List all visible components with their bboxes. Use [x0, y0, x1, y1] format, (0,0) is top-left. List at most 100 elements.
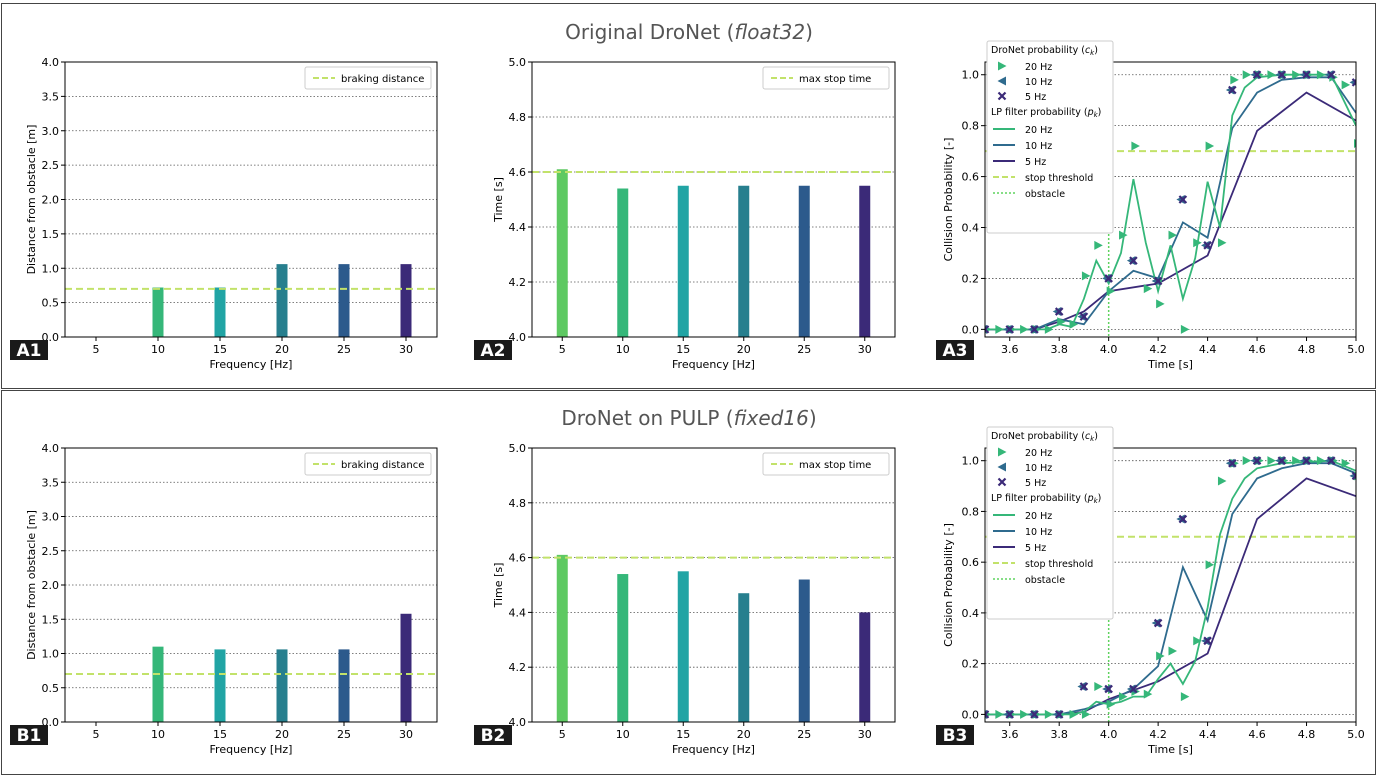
legend-title-symbol: c [1085, 45, 1091, 56]
lp-line-20hz [985, 459, 1356, 716]
legend-title-close: ) [1094, 431, 1098, 442]
x-tick-label: 3.8 [1050, 728, 1068, 741]
point-20hz [1168, 230, 1177, 240]
point-5hz [1277, 70, 1287, 80]
point-5hz [1203, 636, 1212, 646]
y-axis-label: Distance from obstacle [m] [25, 125, 38, 275]
x-axis-label: Time [s] [1147, 743, 1193, 756]
x-tick-label: 15 [213, 343, 227, 356]
x-tick-label: 25 [337, 343, 351, 356]
point-10hz [1201, 240, 1210, 250]
panel-tag-label: A3 [943, 341, 968, 361]
point-20hz [1230, 75, 1239, 85]
legend-title-text: DroNet probability ( [991, 45, 1085, 56]
point-10hz [1275, 456, 1284, 466]
point-5hz [1054, 307, 1064, 316]
point-20hz [1081, 709, 1091, 719]
x-tick-label: 15 [676, 343, 690, 356]
x-tick-label: 10 [616, 728, 630, 741]
x-tick-label: 4.8 [1298, 728, 1316, 741]
y-tick-label: 4.4 [509, 221, 527, 234]
legend-title-close: ) [1094, 45, 1098, 56]
x-tick-label: 30 [399, 343, 413, 356]
bar [798, 579, 810, 722]
point-10hz [1176, 514, 1185, 524]
point-5hz [1054, 710, 1064, 719]
x-tick-label: 20 [737, 343, 751, 356]
legend-title-subscript: k [1090, 435, 1095, 443]
legend-label: braking distance [341, 460, 424, 471]
point-10hz [1102, 684, 1111, 694]
point-5hz [1277, 456, 1287, 465]
point-10hz [1176, 195, 1185, 204]
legend-box [762, 452, 890, 476]
y-tick-label: 5.0 [509, 442, 527, 455]
point-10hz [1102, 273, 1111, 283]
legend: max stop time [762, 452, 890, 476]
bar-panel: 4.0 4.2 4.4 4.6 4.8 5.0 5 10 15 20 25 30 Frequency [… [492, 56, 896, 371]
bar [338, 264, 350, 337]
point-5hz [1252, 456, 1262, 465]
legend-box [986, 426, 1114, 620]
legend: braking distance [304, 66, 432, 90]
legend-title-symbol: p [1087, 107, 1094, 118]
bar [738, 593, 750, 722]
y-tick-label: 2.0 [42, 194, 60, 207]
lp-line-10hz [985, 76, 1356, 331]
bar-panel: 0.00.51.01.52.02.53.03.54.05 10 15 20 25 30Fr… [25, 56, 438, 371]
legend-title-close: ) [1098, 493, 1102, 504]
point-20hz [1180, 324, 1190, 334]
legend-title: LP filter probability (pk) [991, 107, 1101, 119]
point-20hz [1267, 456, 1276, 466]
point-20hz [1341, 458, 1351, 468]
point-5hz [1302, 456, 1311, 465]
y-tick-label: 2.5 [42, 545, 60, 558]
y-tick-label: 4.0 [509, 331, 527, 344]
x-tick-label: 4.0 [1100, 343, 1118, 356]
legend-label: 5 Hz [1025, 478, 1046, 489]
x-tick-label: 20 [737, 728, 751, 741]
legend-label: stop threshold [1025, 173, 1093, 184]
y-tick-label: 0.2 [962, 658, 980, 671]
point-20hz [998, 447, 1007, 457]
y-axis-label: Distance from obstacle [m] [25, 510, 38, 660]
bar [276, 264, 288, 337]
bar [152, 287, 164, 337]
bar [214, 649, 226, 722]
y-tick-label: 3.0 [42, 125, 60, 138]
point-20hz [1106, 699, 1116, 709]
bar [556, 554, 568, 722]
y-tick-label: 4.2 [509, 276, 527, 289]
legend-label: stop threshold [1025, 559, 1093, 570]
point-10hz [1275, 70, 1284, 80]
point-20hz [1292, 70, 1301, 80]
point-5hz [1153, 276, 1163, 286]
legend-label: 5 Hz [1025, 157, 1046, 168]
axes-frame [984, 61, 1357, 338]
legend-label: 20 Hz [1025, 511, 1052, 522]
panel-tag-label: B3 [943, 726, 968, 746]
row-title-prefix: DroNet on PULP ( [561, 406, 734, 430]
point-5hz [985, 710, 990, 719]
y-tick-label: 1.5 [42, 613, 60, 626]
bar [677, 571, 689, 722]
legend-label: braking distance [341, 74, 424, 85]
panel-tag-label: A2 [481, 341, 506, 361]
bar [214, 287, 226, 337]
point-20hz [1267, 70, 1276, 80]
legend-title-subscript: k [1094, 111, 1099, 119]
row-title-prefix: Original DroNet ( [565, 20, 735, 44]
point-10hz [1003, 324, 1012, 334]
x-tick-label: 5 [93, 343, 100, 356]
row-title-pulp: DroNet on PULP (fixed16) [0, 406, 1378, 430]
point-5hz [1351, 78, 1356, 87]
legend-title-close: ) [1098, 107, 1102, 118]
point-10hz [1052, 307, 1062, 317]
point-5hz [1351, 471, 1356, 481]
point-20hz [1057, 317, 1066, 327]
point-10hz [1077, 681, 1086, 691]
x-tick-label: 4.4 [1199, 728, 1217, 741]
y-tick-label: 0.8 [962, 120, 980, 133]
point-5hz [1079, 312, 1089, 321]
